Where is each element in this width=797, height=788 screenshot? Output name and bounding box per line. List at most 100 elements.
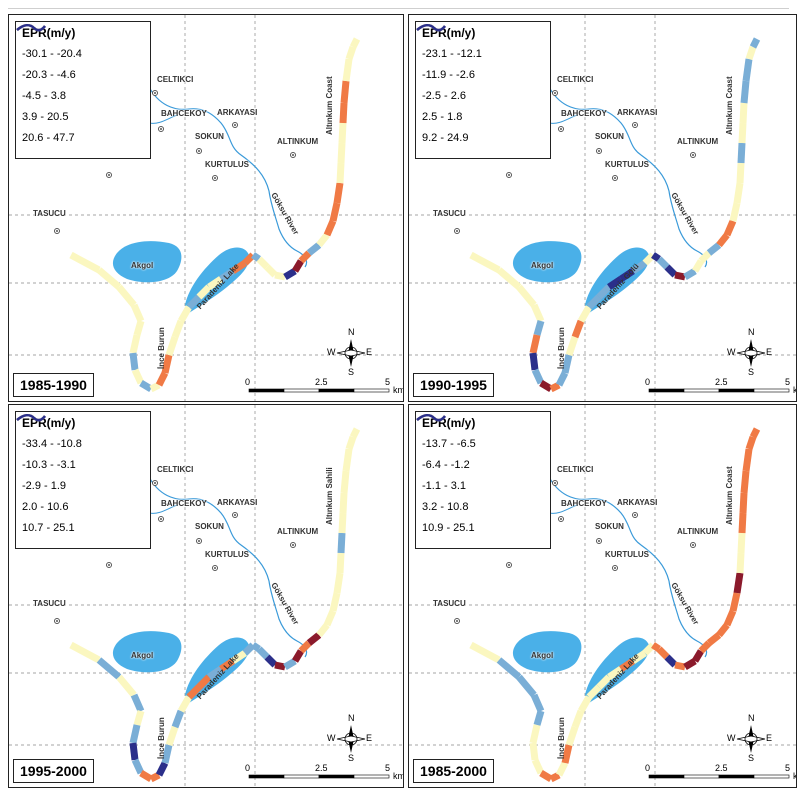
shoreline-segment <box>539 379 553 393</box>
settlement-marker <box>596 148 602 154</box>
place-label: ALTINKUM <box>277 527 319 536</box>
legend-item: -1.1 - 3.1 <box>416 414 544 496</box>
shoreline-segment <box>69 251 101 274</box>
place-label: SOKUN <box>195 522 224 531</box>
settlement-marker <box>232 512 238 518</box>
legend-label: 3.2 - 10.8 <box>422 500 469 513</box>
shoreline-segment <box>336 162 345 184</box>
shoreline-segment <box>749 427 761 439</box>
settlement-marker <box>232 122 238 128</box>
goksu-river <box>548 476 708 658</box>
settlement-marker <box>158 126 164 132</box>
shoreline-segment <box>631 650 647 664</box>
settlement-marker <box>632 122 638 128</box>
shoreline-segment <box>161 744 173 764</box>
settlement-marker <box>212 175 218 181</box>
legend-swatch <box>416 24 446 32</box>
shoreline-segment <box>129 724 141 744</box>
shoreline-segment <box>533 710 545 726</box>
shoreline-segment <box>516 284 537 308</box>
shoreline-segment <box>336 552 345 574</box>
scale-segment <box>283 774 320 779</box>
legend-item: 10.9 - 25.1 <box>416 414 544 538</box>
scale-tick: 0 <box>245 763 251 773</box>
settlement-marker <box>196 148 202 154</box>
legend-label: 10.7 - 25.1 <box>22 521 75 534</box>
akgol-label: Akgol <box>131 261 154 270</box>
legend-item: -6.4 - -1.2 <box>416 414 544 475</box>
goksu-river <box>548 86 708 268</box>
shoreline-segment <box>129 352 139 371</box>
shoreline-segment <box>555 371 569 387</box>
shoreline-segment <box>298 250 312 264</box>
scale-segment <box>648 388 685 393</box>
shoreline-segment <box>529 334 541 354</box>
coast-label: Altınkum Coast <box>725 466 734 525</box>
shoreline-segment <box>338 122 347 144</box>
scale-segment <box>318 774 355 779</box>
goksu-river <box>148 476 308 658</box>
shoreline-segment <box>149 381 161 393</box>
shoreline-segment <box>571 709 585 729</box>
shoreline-segment <box>733 182 744 204</box>
cape-label: İnce Burun <box>557 717 566 759</box>
shoreline-segment <box>186 684 202 700</box>
compass-n: N <box>748 713 755 723</box>
shoreline-segment <box>251 642 261 652</box>
shoreline-segment <box>329 202 341 222</box>
shoreline-segment <box>739 102 748 124</box>
shoreline-segment <box>264 264 278 278</box>
place-label: TASUCU <box>433 209 466 218</box>
legend-item: 20.6 - 47.7 <box>16 24 144 148</box>
shoreline-segment <box>565 335 579 357</box>
scale-segment <box>753 774 790 779</box>
shoreline-segment <box>529 724 541 744</box>
settlement-marker <box>454 228 460 234</box>
shoreline-epr <box>69 427 361 783</box>
place-label: CELTIKCI <box>557 465 594 474</box>
shoreline-segment <box>339 492 348 514</box>
shoreline-segment <box>596 284 612 300</box>
map-canvas <box>409 15 796 401</box>
shoreline-segment <box>607 276 623 290</box>
place-label: KURTULUS <box>205 550 249 559</box>
scale-tick: 5 <box>385 377 391 387</box>
legend-label: -13.7 - -6.5 <box>422 437 476 450</box>
shoreline-segment <box>736 162 745 184</box>
settlement-marker <box>690 152 696 158</box>
scale-bar <box>248 774 390 779</box>
settlement-marker <box>632 512 638 518</box>
coast-label: Altınkum Sahili <box>325 467 334 525</box>
place-label: TASUCU <box>33 209 66 218</box>
shoreline-segment <box>130 303 145 323</box>
shoreline-segment <box>619 268 635 282</box>
scale-tick: 5 <box>785 763 791 773</box>
shoreline-segment <box>642 642 656 656</box>
legend-label: -6.4 - -1.2 <box>422 458 470 471</box>
legend: EPR(m/y) -13.7 - -6.5 -6.4 - -1.2 -1.1 - 3.… <box>415 411 551 549</box>
shoreline-segment <box>340 80 350 104</box>
settlement-marker <box>106 562 112 568</box>
akgol-lake <box>112 241 182 283</box>
place-label: ALTINKUM <box>277 137 319 146</box>
place-label: KURTULUS <box>605 550 649 559</box>
shoreline-segment <box>736 552 745 574</box>
legend-item: -4.5 - 3.8 <box>16 24 144 106</box>
compass-e: E <box>766 347 773 357</box>
shoreline-segment <box>733 572 744 594</box>
shoreline-segment <box>723 609 737 627</box>
legend-label: -20.3 - -4.6 <box>22 68 76 81</box>
shoreline-segment <box>171 319 185 339</box>
legend-swatch <box>416 414 446 422</box>
legend-label: -33.4 - -10.8 <box>22 437 82 450</box>
shoreline-segment <box>742 448 753 472</box>
shoreline-segment <box>745 435 757 451</box>
cape-label: İnce Burun <box>157 327 166 369</box>
compass-n: N <box>348 327 355 337</box>
period-label: 1985-2000 <box>413 759 494 783</box>
scale-tick: 0 <box>645 377 651 387</box>
scale-segment <box>248 774 285 779</box>
legend-item: -33.4 - -10.8 <box>16 414 144 454</box>
legend-item: -10.3 - -3.1 <box>16 414 144 475</box>
shoreline-segment <box>619 658 635 672</box>
